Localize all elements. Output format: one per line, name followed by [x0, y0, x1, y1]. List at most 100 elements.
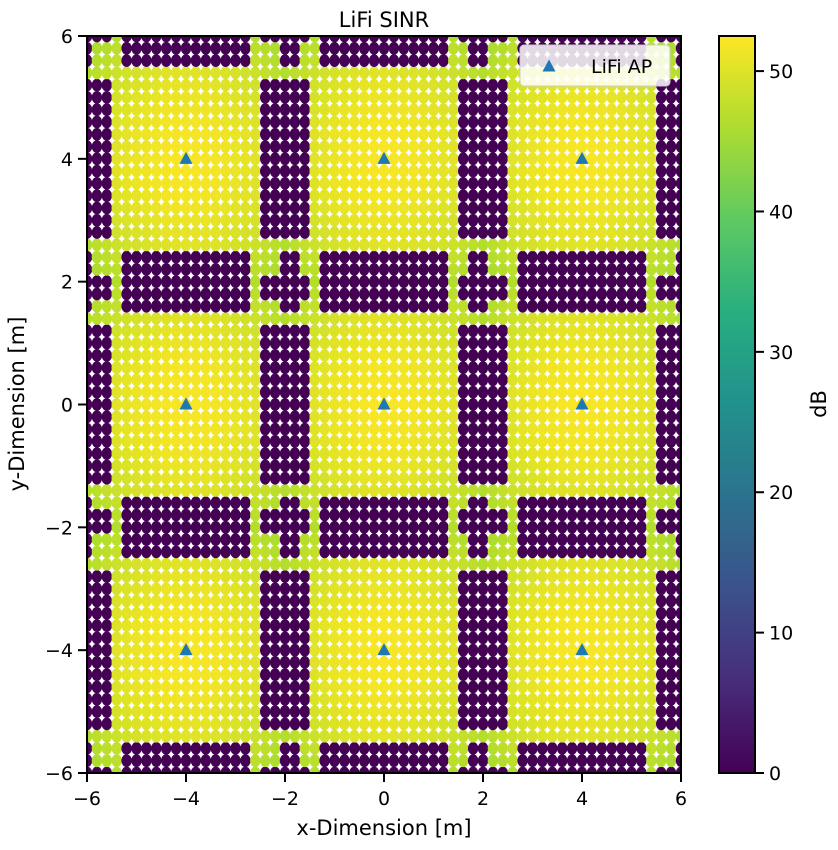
- heatmap-cell: [606, 349, 617, 362]
- heatmap-cell: [180, 177, 192, 190]
- heatmap-cell: [260, 250, 271, 264]
- heatmap-cell: [576, 582, 588, 596]
- heatmap-cell: [190, 373, 202, 387]
- heatmap-cell: [240, 361, 251, 375]
- heatmap-cell: [339, 91, 350, 104]
- heatmap-cell: [636, 729, 647, 743]
- heatmap-cell: [269, 66, 281, 80]
- heatmap-cell: [467, 263, 479, 276]
- heatmap-cell: [586, 336, 598, 350]
- heatmap-cell: [359, 324, 370, 338]
- heatmap-cell: [180, 557, 192, 571]
- heatmap-cell: [487, 250, 499, 264]
- heatmap-cell: [388, 533, 400, 546]
- heatmap-cell: [329, 742, 340, 755]
- heatmap-cell: [329, 705, 340, 718]
- heatmap-cell: [537, 754, 548, 768]
- heatmap-cell: [438, 250, 449, 264]
- heatmap-cell: [646, 275, 657, 289]
- heatmap-cell: [497, 496, 508, 510]
- heatmap-cell: [517, 692, 528, 706]
- heatmap-cell: [557, 619, 568, 632]
- heatmap-cell: [547, 226, 558, 239]
- heatmap-cell: [477, 238, 489, 252]
- heatmap-cell: [151, 238, 162, 252]
- heatmap-cell: [448, 164, 459, 178]
- heatmap-cell: [527, 631, 538, 645]
- heatmap-cell: [111, 422, 122, 436]
- heatmap-cell: [458, 287, 469, 301]
- heatmap-cell: [111, 287, 122, 301]
- heatmap-cell: [309, 606, 320, 620]
- heatmap-cell: [557, 238, 568, 252]
- heatmap-cell: [448, 41, 459, 55]
- heatmap-cell: [87, 373, 93, 387]
- heatmap-cell: [547, 459, 558, 473]
- heatmap-cell: [566, 152, 578, 166]
- heatmap-cell: [349, 766, 360, 773]
- heatmap-cell: [537, 103, 548, 117]
- heatmap-cell: [180, 385, 192, 399]
- heatmap-cell: [527, 336, 538, 350]
- heatmap-cell: [557, 324, 568, 338]
- chart-title: LiFi SINR: [339, 8, 429, 32]
- heatmap-cell: [507, 91, 518, 104]
- heatmap-cell: [547, 189, 558, 203]
- heatmap-cell: [319, 373, 330, 387]
- heatmap-cell: [418, 606, 429, 620]
- heatmap-cell: [220, 287, 231, 301]
- heatmap-cell: [279, 127, 291, 141]
- heatmap-cell: [398, 656, 409, 669]
- heatmap-cell: [487, 349, 499, 362]
- heatmap-cell: [378, 447, 390, 460]
- heatmap-cell: [170, 545, 182, 559]
- heatmap-cell: [547, 115, 558, 129]
- heatmap-cell: [151, 471, 162, 485]
- heatmap-cell: [458, 471, 469, 485]
- heatmap-cell: [537, 471, 548, 485]
- heatmap-cell: [180, 140, 192, 154]
- heatmap-cell: [626, 410, 637, 424]
- heatmap-cell: [606, 127, 617, 141]
- heatmap-cell: [279, 250, 291, 264]
- heatmap-cell: [418, 287, 429, 301]
- heatmap-cell: [675, 754, 681, 768]
- heatmap-cell: [576, 422, 588, 436]
- heatmap-cell: [517, 250, 528, 264]
- heatmap-cell: [408, 717, 419, 731]
- heatmap-cell: [220, 729, 231, 743]
- heatmap-cell: [121, 545, 132, 559]
- heatmap-cell: [200, 103, 211, 117]
- heatmap-cell: [131, 729, 142, 743]
- heatmap-cell: [299, 41, 310, 55]
- heatmap-cell: [388, 275, 400, 289]
- heatmap-cell: [161, 520, 172, 534]
- heatmap-cell: [497, 324, 508, 338]
- heatmap-cell: [458, 459, 469, 473]
- heatmap-cell: [349, 287, 360, 301]
- heatmap-cell: [388, 91, 400, 104]
- heatmap-cell: [616, 213, 627, 227]
- heatmap-cell: [210, 250, 221, 264]
- heatmap-cell: [497, 275, 508, 289]
- heatmap-cell: [656, 582, 667, 596]
- heatmap-cell: [190, 619, 202, 632]
- heatmap-cell: [586, 36, 598, 43]
- heatmap-cell: [151, 361, 162, 375]
- heatmap-cell: [477, 36, 489, 43]
- heatmap-cell: [220, 422, 231, 436]
- heatmap-cell: [557, 287, 568, 301]
- heatmap-cell: [458, 447, 469, 460]
- heatmap-cell: [250, 766, 261, 773]
- heatmap-cell: [398, 78, 409, 92]
- heatmap-cell: [170, 631, 182, 645]
- heatmap-cell: [636, 643, 647, 657]
- heatmap-cell: [91, 54, 103, 67]
- heatmap-cell: [438, 496, 449, 510]
- heatmap-cell: [566, 140, 578, 154]
- heatmap-cell: [279, 533, 291, 546]
- heatmap-cell: [141, 103, 152, 117]
- heatmap-cell: [636, 422, 647, 436]
- heatmap-cell: [557, 189, 568, 203]
- heatmap-cell: [339, 520, 350, 534]
